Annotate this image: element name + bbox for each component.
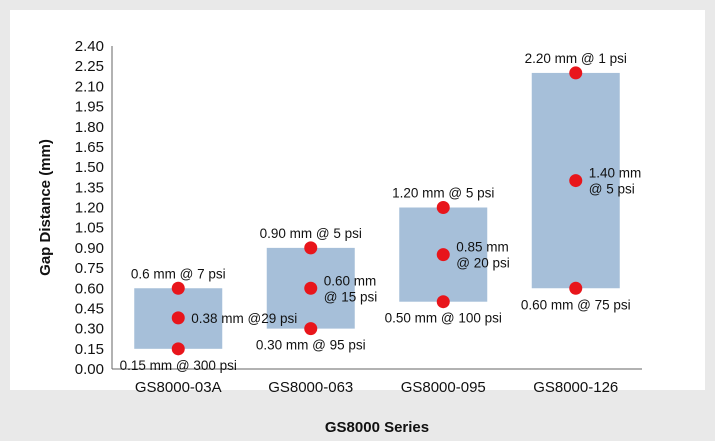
data-point: [171, 311, 185, 325]
data-point: [569, 174, 583, 188]
data-label: 0.15 mm @ 300 psi: [120, 358, 237, 373]
y-tick-label: 0.30: [75, 321, 104, 338]
data-point: [171, 281, 185, 295]
data-label: 0.60 mm @ 75 psi: [521, 297, 631, 312]
data-label: 0.60 mm @ 15 psi: [324, 273, 377, 304]
x-tick-label: GS8000-126: [533, 379, 618, 396]
y-tick-label: 0.90: [75, 240, 104, 257]
y-tick-label: 1.35: [75, 179, 104, 196]
y-tick-label: 1.80: [75, 119, 104, 136]
x-tick-label: GS8000-095: [401, 379, 486, 396]
data-label: 0.50 mm @ 100 psi: [385, 311, 502, 326]
x-tick-label: GS8000-03A: [135, 379, 222, 396]
data-label: 0.6 mm @ 7 psi: [131, 266, 226, 281]
y-tick-label: 1.65: [75, 139, 104, 156]
data-point: [304, 241, 318, 255]
y-tick-label: 1.95: [75, 99, 104, 116]
y-tick-label: 2.10: [75, 78, 104, 95]
data-label: 1.20 mm @ 5 psi: [392, 186, 494, 201]
data-label: 0.38 mm @29 psi: [191, 311, 297, 326]
data-label: 0.85 mm @ 20 psi: [456, 240, 509, 271]
data-point: [171, 342, 185, 356]
y-tick-label: 1.20: [75, 200, 104, 217]
data-point: [304, 281, 318, 295]
data-point: [436, 201, 450, 214]
data-label: 0.30 mm @ 95 psi: [256, 338, 366, 353]
x-tick-label: GS8000-063: [268, 379, 353, 396]
data-point: [569, 281, 583, 295]
y-tick-label: 0.45: [75, 300, 104, 317]
data-point: [436, 248, 450, 262]
y-tick-label: 2.40: [75, 38, 104, 55]
y-tick-label: 0.75: [75, 260, 104, 277]
y-axis-title: Gap Distance (mm): [37, 139, 54, 276]
x-axis-title: GS8000 Series: [325, 419, 429, 436]
data-point: [304, 322, 318, 336]
data-label: 1.40 mm @ 5 psi: [589, 166, 642, 197]
data-label: 2.20 mm @ 1 psi: [525, 51, 627, 66]
y-tick-label: 1.50: [75, 159, 104, 176]
data-label: 0.90 mm @ 5 psi: [260, 226, 362, 241]
y-tick-label: 1.05: [75, 220, 104, 237]
y-tick-label: 0.15: [75, 341, 104, 358]
data-point: [436, 295, 450, 309]
y-tick-label: 0.60: [75, 280, 104, 297]
data-point: [569, 66, 583, 80]
y-tick-label: 2.25: [75, 58, 104, 75]
y-tick-label: 0.00: [75, 361, 104, 378]
